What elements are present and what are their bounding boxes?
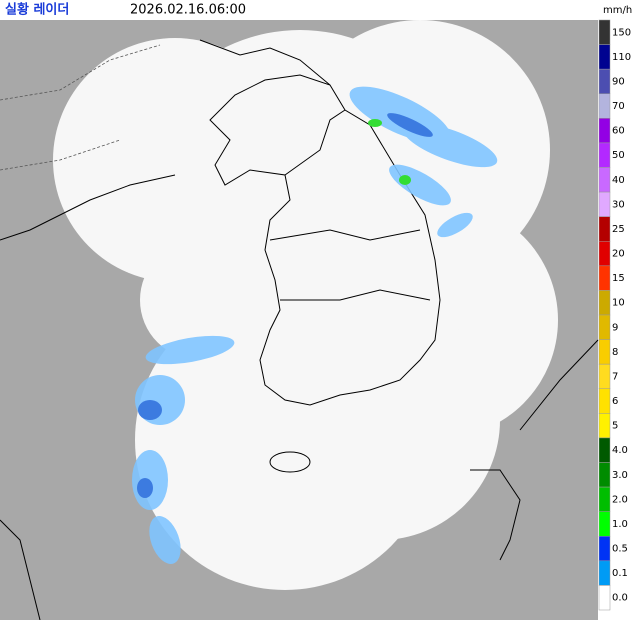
borders — [0, 44, 161, 171]
legend-label: 0.0 — [612, 593, 628, 604]
legend-label: 90 — [612, 76, 625, 87]
legend-swatch — [598, 363, 611, 389]
legend-swatch — [598, 462, 611, 488]
legend-swatch — [598, 536, 611, 562]
legend-label: 25 — [612, 224, 625, 235]
legend-label: 20 — [612, 249, 625, 260]
legend-label: 150 — [612, 27, 631, 38]
legend-label: 8 — [612, 347, 618, 358]
coastline — [0, 39, 599, 620]
legend-swatch — [598, 142, 611, 168]
legend-label: 40 — [612, 175, 625, 186]
timestamp: 2026.02.16.06:00 — [130, 3, 246, 18]
legend-swatch — [598, 44, 611, 70]
legend-label: 3.0 — [612, 470, 628, 481]
legend-swatch — [598, 93, 611, 119]
header-bar — [0, 0, 635, 20]
legend-label: 9 — [612, 322, 618, 333]
precipitation-core — [137, 113, 433, 498]
legend-swatch — [598, 314, 611, 340]
legend-label: 0.1 — [612, 568, 628, 579]
legend-swatch — [598, 191, 611, 217]
legend-swatch — [598, 290, 611, 316]
legend-swatch — [598, 413, 611, 439]
map — [0, 20, 599, 620]
legend-swatch — [598, 511, 611, 537]
legend-swatch — [598, 388, 611, 414]
legend-label: 2.0 — [612, 494, 628, 505]
legend-swatch — [598, 560, 611, 586]
legend-swatch — [598, 19, 611, 45]
legend-label: 30 — [612, 199, 625, 210]
legend-label: 6 — [612, 396, 618, 407]
legend-swatch — [598, 339, 611, 365]
legend-label: 110 — [612, 52, 631, 63]
legend-label: 10 — [612, 298, 625, 309]
title: 실황 레이더 — [5, 2, 69, 18]
legend-swatch — [598, 68, 611, 94]
legend: 150 110 90 70 60 50 40 30 25 20 15 10 9 8 7 6 5 4.0 3.0 2.0… — [598, 19, 631, 611]
legend-label: 0.5 — [612, 544, 628, 555]
legend-swatch — [598, 265, 611, 291]
legend-label: 50 — [612, 150, 625, 161]
radar-coverage — [53, 20, 558, 590]
unit: mm/h — [603, 5, 632, 16]
precipitation-heavy — [368, 119, 411, 185]
legend-label: 4.0 — [612, 445, 628, 456]
legend-label: 5 — [612, 421, 618, 432]
legend-swatch — [598, 167, 611, 193]
legend-swatch — [598, 216, 611, 242]
legend-label: 15 — [612, 273, 625, 284]
legend-swatch — [598, 437, 611, 463]
legend-label: 60 — [612, 126, 625, 137]
legend-label: 7 — [612, 371, 618, 382]
legend-swatch — [598, 486, 611, 512]
legend-swatch — [598, 585, 611, 611]
legend-swatch — [598, 118, 611, 144]
legend-swatch — [598, 241, 611, 267]
legend-label: 1.0 — [612, 519, 628, 530]
legend-label: 70 — [612, 101, 625, 112]
